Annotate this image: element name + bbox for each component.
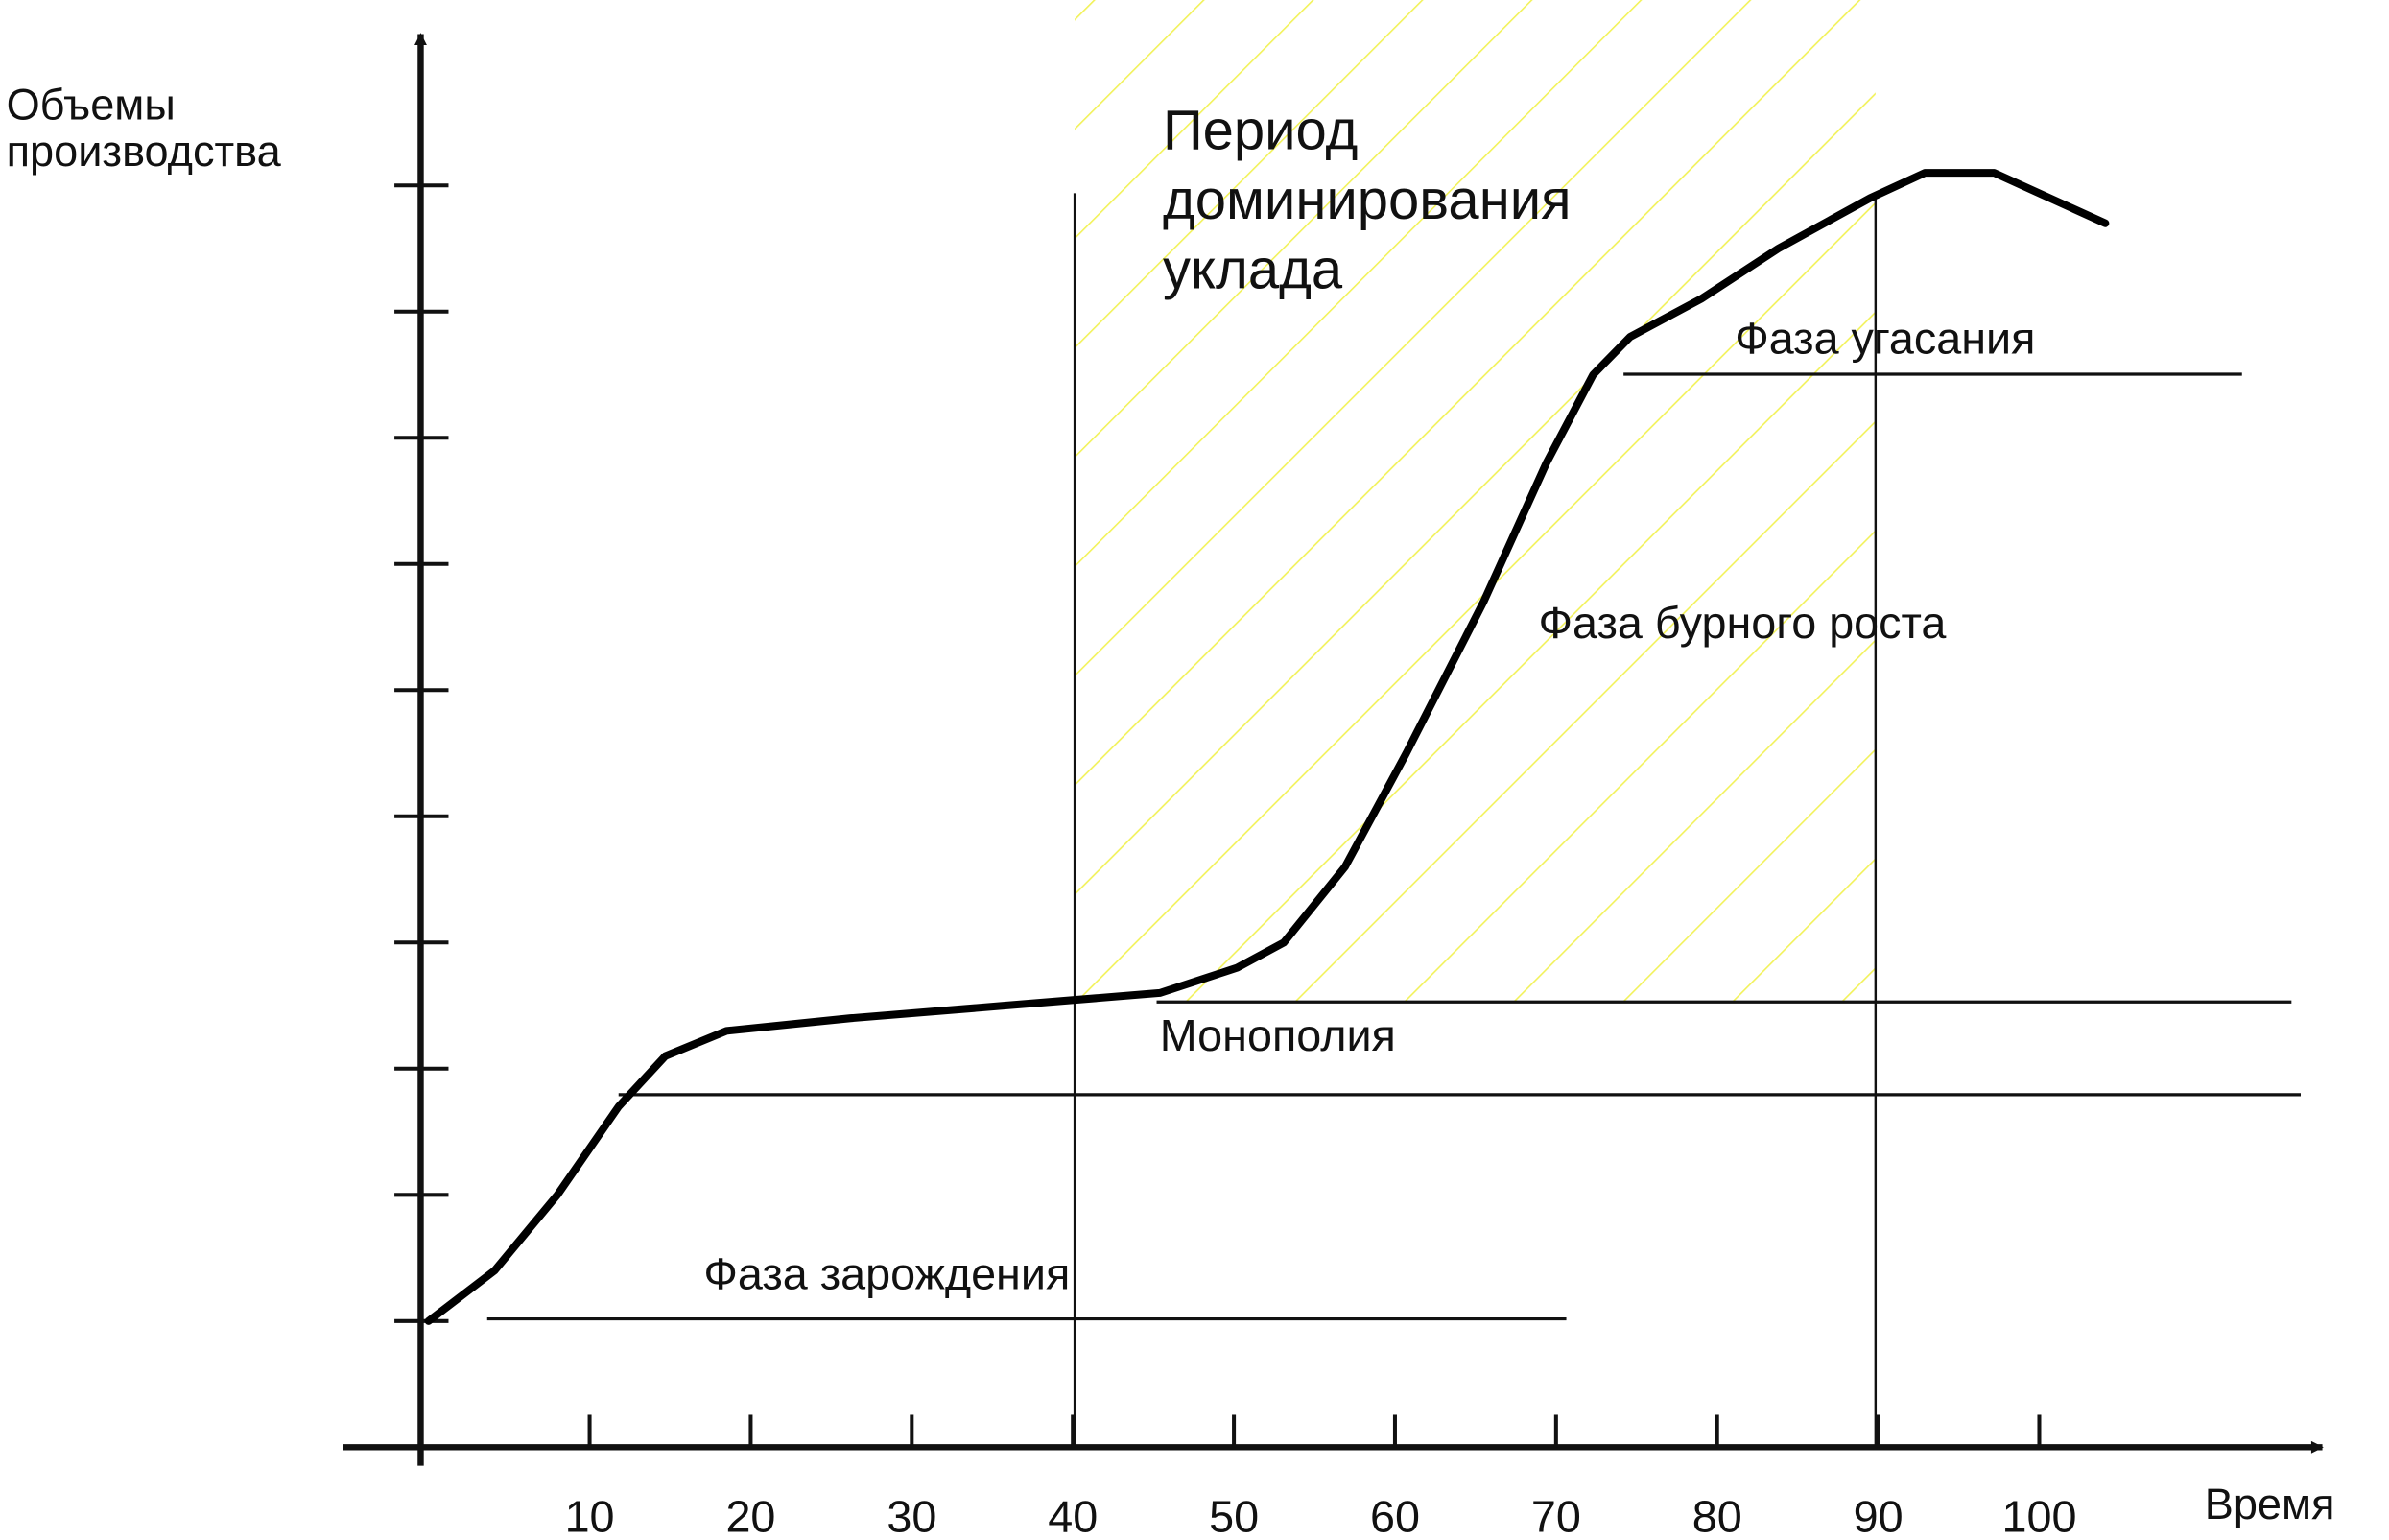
- annotation: Фаза угасания: [1735, 313, 2035, 363]
- x-tick-label: 10: [565, 1491, 615, 1540]
- hatch-area: [1075, 0, 1876, 1003]
- annotation: Период: [1163, 100, 1358, 162]
- annotation: уклада: [1163, 239, 1343, 301]
- x-tick-label: 70: [1531, 1491, 1581, 1540]
- annotation: Фаза бурного роста: [1539, 598, 1947, 648]
- x-tick-label: 90: [1854, 1491, 1904, 1540]
- x-tick-label: 60: [1370, 1491, 1420, 1540]
- axes: [343, 33, 2324, 1466]
- x-tick-label: 30: [887, 1491, 936, 1540]
- x-tick-label: 50: [1209, 1491, 1259, 1540]
- curve: [424, 169, 2110, 1325]
- x-tick-label: 20: [725, 1491, 775, 1540]
- x-label: Время: [2205, 1480, 2335, 1528]
- annotation: доминирования: [1163, 169, 1572, 231]
- annotation: Монополия: [1160, 1010, 1396, 1060]
- x-tick-label: 40: [1048, 1491, 1098, 1540]
- x-tick-label: 80: [1692, 1491, 1742, 1540]
- annotation: Фаза зарождения: [703, 1248, 1070, 1298]
- y-label: Объемы: [7, 81, 176, 130]
- x-tick-label: 100: [2002, 1491, 2077, 1540]
- phase-lines: [486, 193, 2301, 1448]
- y-label: производства: [7, 127, 282, 176]
